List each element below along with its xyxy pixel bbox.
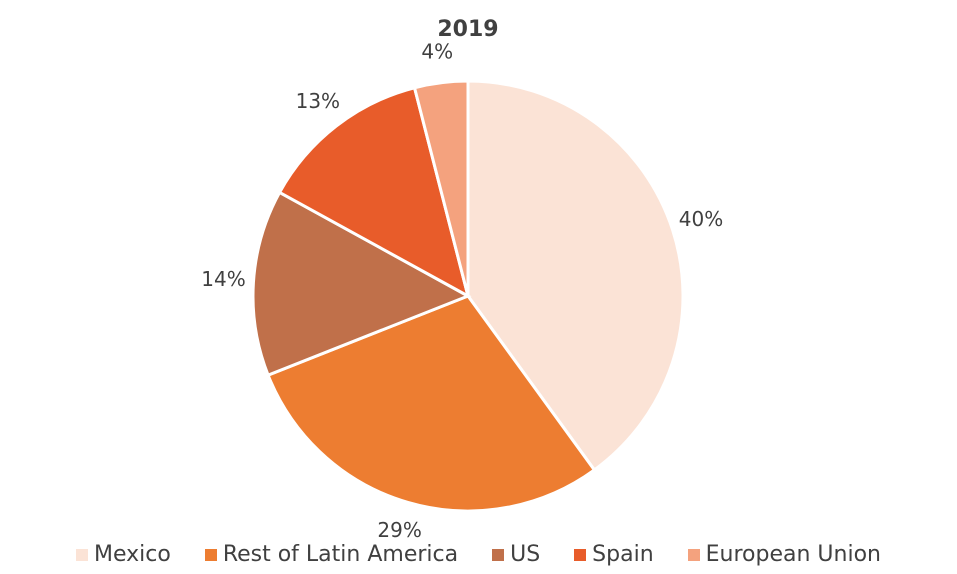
data-label: 14%: [201, 267, 245, 291]
data-label: 4%: [421, 39, 453, 63]
legend-swatch: [75, 548, 88, 561]
legend-item: European Union: [687, 542, 881, 567]
chart-title: 2019: [437, 17, 498, 42]
legend-label: Mexico: [93, 542, 171, 567]
chart: 2019 40% 29% 14% 13% 4%: [201, 17, 723, 542]
legend-item: US: [492, 542, 540, 567]
data-label: 40%: [679, 207, 723, 231]
pie-slice: [277, 85, 471, 299]
legend: Mexico Rest of Latin America US Spain Europe…: [0, 542, 957, 567]
legend-label: US: [510, 542, 541, 567]
pie-slice: [412, 79, 470, 297]
legend-item: Mexico: [75, 542, 171, 567]
legend-label: Spain: [592, 542, 654, 567]
pie-slice: [266, 294, 597, 513]
legend-label: European Union: [705, 542, 881, 567]
pie-slice: [466, 79, 685, 473]
legend-item: Spain: [574, 542, 654, 567]
legend-swatch: [204, 548, 217, 561]
legend-item: Rest of Latin America: [204, 542, 459, 567]
pie-slice: [251, 190, 472, 378]
legend-swatch: [574, 548, 587, 561]
legend-label: Rest of Latin America: [222, 542, 459, 567]
legend-swatch: [492, 548, 505, 561]
data-label: 13%: [296, 89, 340, 113]
legend-swatch: [687, 548, 700, 561]
data-label: 29%: [377, 518, 421, 540]
